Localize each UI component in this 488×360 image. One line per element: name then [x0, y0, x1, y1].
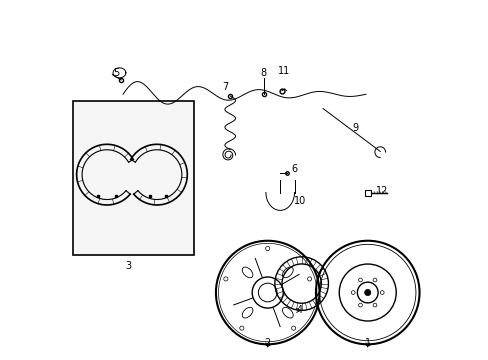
Text: 12: 12	[375, 186, 387, 197]
Text: 2: 2	[264, 338, 270, 347]
Text: 1: 1	[364, 338, 370, 347]
Circle shape	[364, 289, 370, 296]
Text: 11: 11	[278, 66, 290, 76]
Text: 8: 8	[260, 68, 265, 78]
Bar	[73, 102, 194, 255]
Text: 5: 5	[113, 68, 119, 78]
Text: 10: 10	[293, 197, 305, 206]
Text: 9: 9	[351, 123, 358, 133]
Text: 7: 7	[221, 82, 227, 92]
Text: 4: 4	[296, 305, 302, 315]
Text: 6: 6	[291, 164, 297, 174]
Text: 3: 3	[125, 261, 131, 271]
